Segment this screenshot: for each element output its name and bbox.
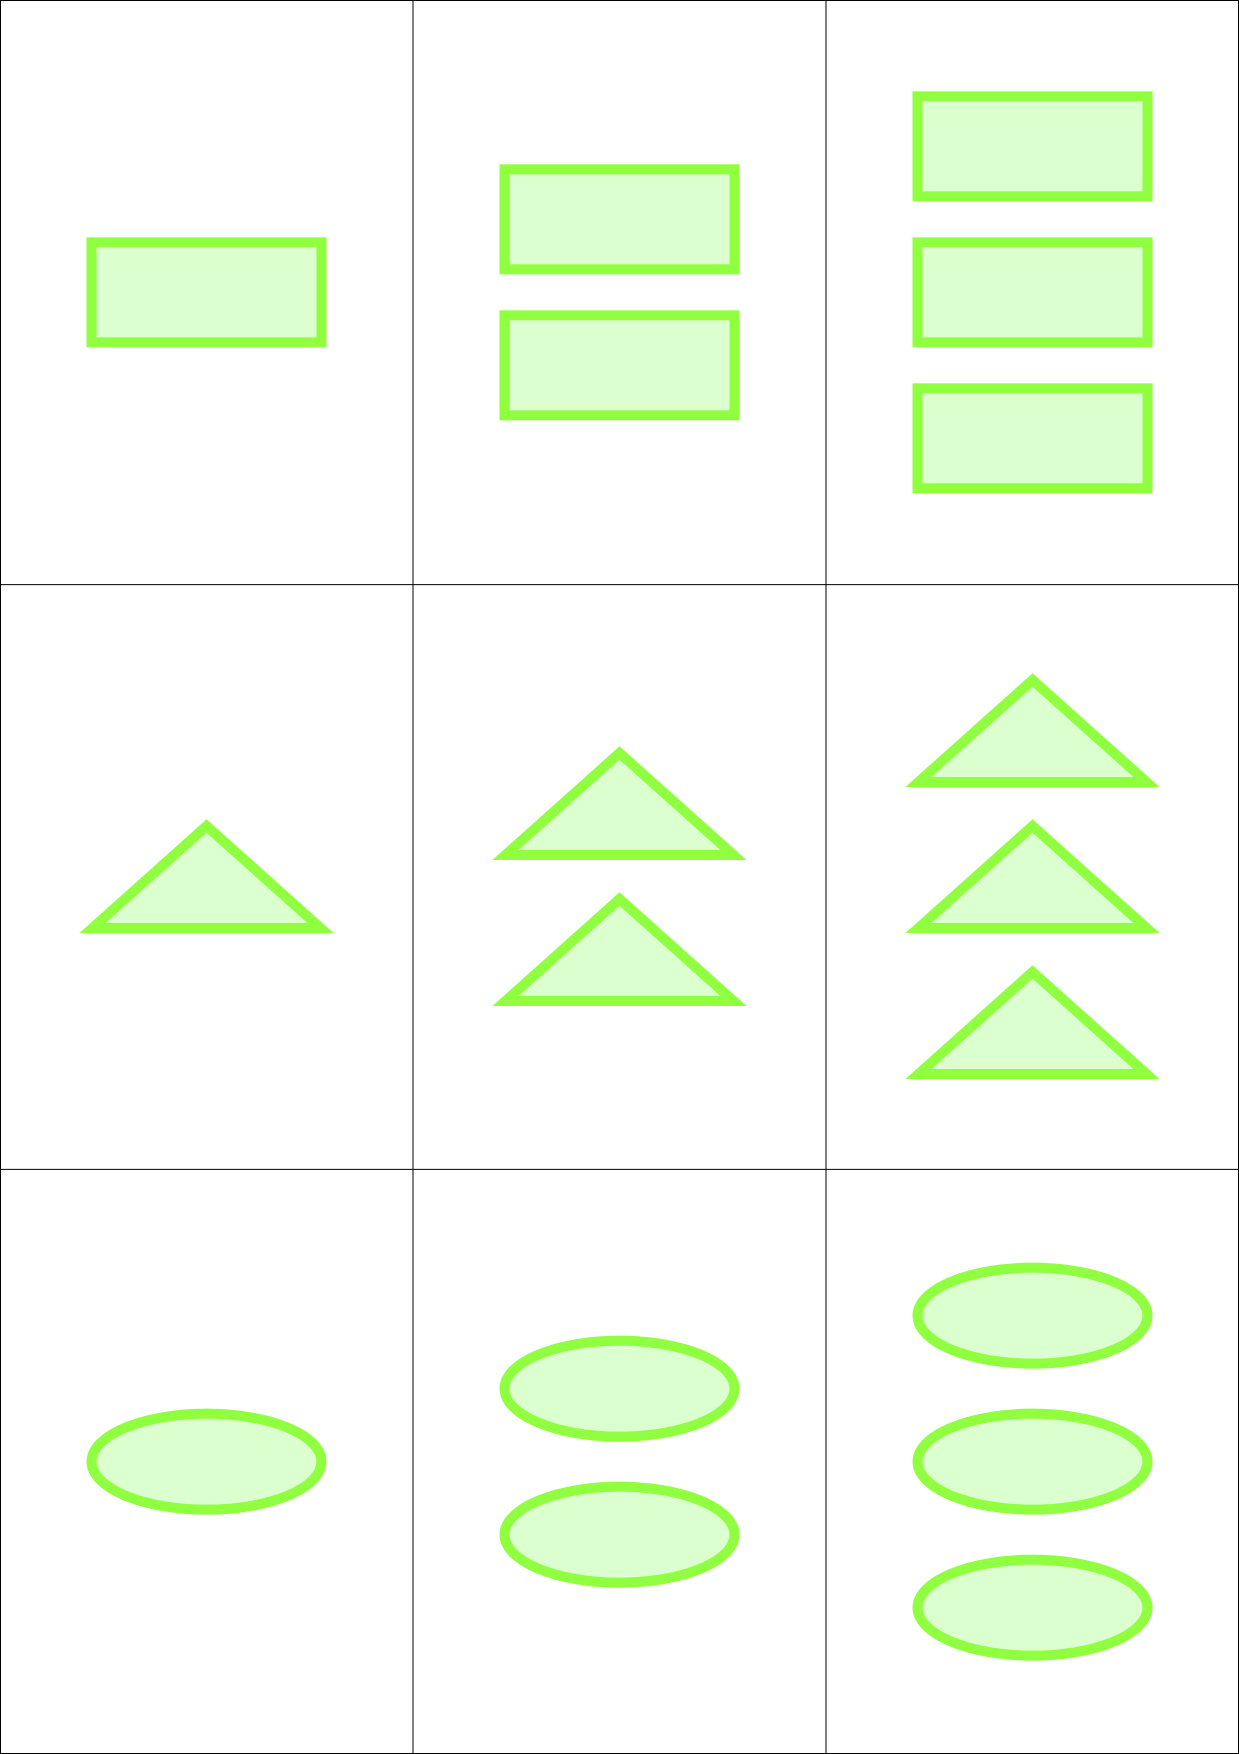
triangle-shape bbox=[79, 819, 334, 933]
triangle-shape bbox=[492, 746, 747, 860]
triangle-shape bbox=[905, 965, 1160, 1079]
triangle-shape bbox=[492, 892, 747, 1006]
triangle-shape bbox=[905, 819, 1160, 933]
ellipse-shape bbox=[499, 1335, 740, 1442]
rectangle-shape bbox=[499, 310, 740, 421]
cell-rectangle-2 bbox=[499, 164, 740, 421]
cell-triangle-3 bbox=[905, 673, 1160, 1079]
ellipse-shape bbox=[86, 1408, 327, 1515]
rectangle-shape bbox=[499, 164, 740, 275]
ellipse-shape bbox=[912, 1554, 1153, 1661]
cell-ellipse-3 bbox=[912, 1262, 1153, 1661]
cell-rectangle-3 bbox=[912, 91, 1153, 494]
ellipse-shape bbox=[912, 1262, 1153, 1369]
rectangle-shape bbox=[912, 91, 1153, 202]
triangle-shape bbox=[905, 673, 1160, 787]
cell-rectangle-1 bbox=[86, 237, 327, 348]
cell-ellipse-1 bbox=[86, 1408, 327, 1515]
rectangle-shape bbox=[912, 237, 1153, 348]
ellipse-shape bbox=[499, 1481, 740, 1588]
rectangle-shape bbox=[912, 383, 1153, 494]
cell-triangle-1 bbox=[79, 819, 334, 933]
rectangle-shape bbox=[86, 237, 327, 348]
cell-ellipse-2 bbox=[499, 1335, 740, 1588]
cell-triangle-2 bbox=[492, 746, 747, 1006]
ellipse-shape bbox=[912, 1408, 1153, 1515]
